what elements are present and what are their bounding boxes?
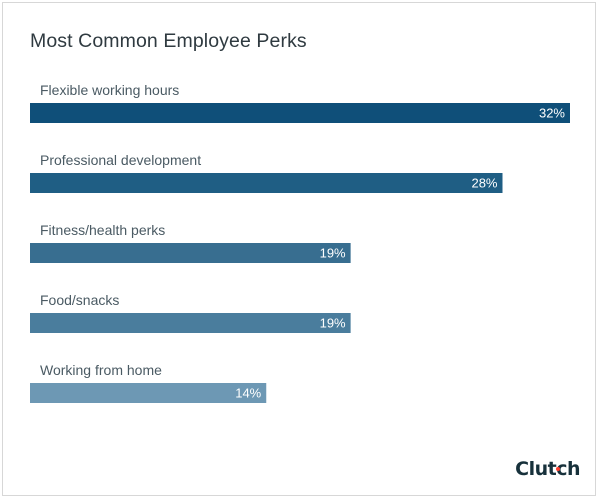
bar-value-label: 28% xyxy=(471,176,497,191)
bar xyxy=(30,103,570,123)
bar xyxy=(30,243,351,263)
bar xyxy=(30,383,267,403)
bar-label: Flexible working hours xyxy=(40,82,179,98)
brand-text: Clutch xyxy=(515,458,580,480)
bar xyxy=(30,173,503,193)
bar-value-label: 19% xyxy=(320,246,346,261)
bar-value-label: 14% xyxy=(235,386,261,401)
bar-value-label: 19% xyxy=(320,316,346,331)
bar xyxy=(30,313,351,333)
bar-label: Food/snacks xyxy=(40,292,119,308)
bar-label: Fitness/health perks xyxy=(40,222,165,238)
bar-value-label: 32% xyxy=(539,106,565,121)
bar-label: Professional development xyxy=(40,152,201,168)
brand-accent-dot xyxy=(556,467,560,471)
chart-title: Most Common Employee Perks xyxy=(30,30,307,52)
bar-label: Working from home xyxy=(40,362,162,378)
clutch-logo: Clutch xyxy=(515,458,580,480)
